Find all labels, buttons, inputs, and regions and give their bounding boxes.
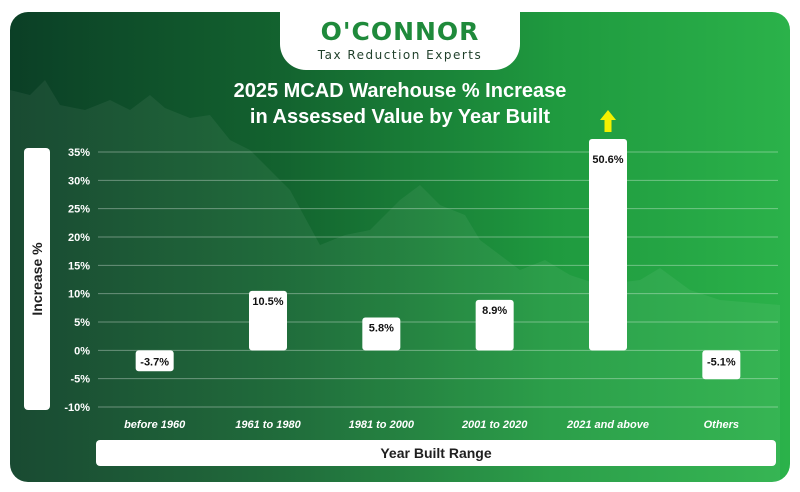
data-label: 5.8% — [369, 322, 394, 334]
background-silhouette — [10, 80, 780, 482]
brand-tagline: Tax Reduction Experts — [317, 48, 483, 62]
x-tick-label: before 1960 — [124, 419, 186, 431]
labels: 35% 30% 25% 20% 15% 10% 5% 0% -5% -10% -3.7% before… — [64, 110, 739, 431]
x-tick-label: Others — [704, 419, 739, 431]
y-tick-label: 15% — [68, 260, 90, 272]
brand-logo: O'CONNOR — [320, 17, 480, 46]
chart-title-line-2: in Assessed Value by Year Built — [249, 106, 551, 128]
bar — [362, 317, 401, 351]
bar — [702, 350, 741, 380]
x-tick-label: 2021 and above — [566, 419, 649, 431]
y-tick-label: 10% — [68, 289, 90, 301]
data-label: 8.9% — [482, 305, 507, 317]
gridlines — [98, 151, 778, 408]
y-tick-label: 25% — [68, 204, 90, 216]
chart-title-line-1: 2025 MCAD Warehouse % Increase — [233, 80, 567, 102]
data-label: -3.7% — [140, 356, 169, 368]
logo-banner: O'CONNOR Tax Reduction Experts — [280, 12, 520, 70]
y-tick-label: -10% — [64, 402, 90, 414]
chart-card: O'CONNOR Tax Reduction Experts — [10, 12, 790, 482]
y-tick-label: 0% — [74, 345, 90, 357]
y-tick-label: 30% — [68, 175, 90, 187]
data-label: 10.5% — [252, 296, 283, 308]
background-mountain-silhouette — [10, 80, 780, 482]
y-axis-label-box — [24, 148, 50, 410]
bar — [589, 139, 627, 351]
y-tick-label: 20% — [68, 232, 90, 244]
x-tick-label: 1981 to 2000 — [349, 419, 415, 431]
y-tick-label: -5% — [70, 374, 90, 386]
data-label: -5.1% — [707, 356, 736, 368]
x-tick-label: 2001 to 2020 — [461, 419, 528, 431]
bar — [249, 290, 287, 351]
y-tick-label: 35% — [68, 147, 90, 159]
bar — [135, 350, 174, 372]
chart-title: 2025 MCAD Warehouse % Increase in Assess… — [0, 78, 800, 130]
bars — [135, 139, 741, 380]
x-tick-label: 1961 to 1980 — [235, 419, 301, 431]
bar — [475, 299, 514, 351]
x-axis-label: Year Built Range — [96, 440, 776, 466]
y-tick-label: 5% — [74, 317, 90, 329]
up-arrow-icon — [600, 110, 616, 132]
data-label: 50.6% — [592, 154, 623, 166]
